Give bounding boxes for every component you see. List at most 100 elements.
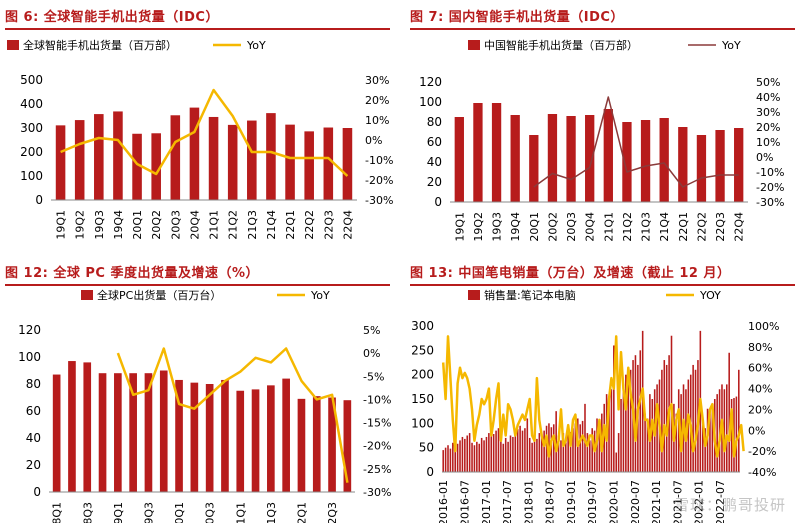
bar	[564, 437, 567, 472]
bar	[502, 443, 505, 472]
x-tick-label: 22Q3	[714, 212, 727, 242]
x-tick-label: 19Q4	[509, 212, 522, 242]
y-left-tick-label: 100	[18, 350, 41, 364]
y-left-tick-label: 40	[26, 431, 41, 445]
x-tick-label: 20Q3	[169, 210, 182, 240]
bar	[569, 432, 572, 472]
y-right-tick-label: 40%	[756, 91, 780, 104]
x-tick-label: 21Q1	[602, 212, 615, 242]
chart-svg: 销售量:笔记本电脑 YOY 0 50 100 150 200 250 300 -40% -20% 0%…	[411, 288, 779, 523]
bar	[459, 440, 461, 472]
y-left-tick-label: 0	[426, 465, 434, 479]
bar	[236, 390, 245, 492]
legend-bar-swatch	[468, 40, 480, 50]
y-right-tick-label: 60%	[748, 362, 772, 375]
bar	[175, 379, 183, 492]
bar	[491, 103, 502, 202]
bar	[550, 427, 553, 472]
bar	[461, 436, 464, 472]
y-left-tick-label: 120	[18, 323, 41, 337]
chart-svg: 全球智能手机出货量（百万部） YoY 0 100 200 300 400 500 -30% -20…	[7, 38, 393, 240]
bar	[610, 389, 613, 472]
bar	[555, 411, 557, 472]
bar	[323, 127, 334, 200]
bar	[504, 437, 507, 472]
bar	[516, 429, 519, 472]
x-tick-label: 21Q3	[246, 210, 259, 240]
x-tick-label: 20Q4	[584, 212, 597, 242]
bar	[113, 111, 123, 200]
x-tick-label: 19Q1	[453, 212, 466, 242]
bar	[734, 128, 744, 202]
bar	[651, 399, 654, 472]
bar	[304, 131, 314, 200]
bar	[661, 369, 663, 472]
bar	[598, 423, 601, 472]
bar	[94, 114, 104, 200]
x-tick-label: 21Q3	[640, 212, 653, 242]
x-tick-label: 21Q3	[265, 502, 278, 523]
y-right-tick-label: 0%	[363, 347, 380, 360]
legend-bar-swatch	[81, 290, 93, 300]
bar	[342, 128, 353, 200]
x-tick-label: 2022-01	[693, 480, 706, 523]
legend-bar-swatch	[7, 40, 19, 50]
y-right-tick-label: 0%	[756, 151, 773, 164]
bar	[473, 103, 483, 202]
yoy-line	[60, 88, 349, 177]
legend-bar-label: 销售量:笔记本电脑	[484, 288, 576, 302]
bar	[696, 135, 707, 202]
bar	[98, 373, 107, 492]
x-tick-label: 19Q1	[55, 210, 68, 240]
bar	[726, 384, 728, 472]
bar	[454, 117, 464, 202]
y-right-tick-label: 10%	[365, 114, 389, 127]
x-tick-label: 21Q1	[208, 210, 221, 240]
bar	[738, 369, 740, 472]
bar	[603, 109, 613, 202]
watermark-text: 雪球：鹏哥投研	[673, 496, 786, 514]
y-right-tick-label: -40%	[748, 466, 776, 479]
y-right-tick-label: 20%	[365, 94, 389, 107]
title-divider	[5, 28, 390, 30]
title-divider	[410, 284, 795, 286]
y-left-tick-label: 80	[427, 115, 442, 129]
x-tick-label: 21Q4	[658, 212, 671, 242]
bar	[620, 399, 622, 472]
bar	[646, 418, 649, 472]
bar	[476, 441, 478, 472]
bar	[692, 364, 694, 472]
bar	[639, 350, 642, 472]
bar	[547, 114, 558, 202]
y-right-tick-label: 50%	[756, 76, 780, 89]
x-tick-label: 20Q2	[546, 212, 559, 242]
legend-bar-label: 全球智能手机出货量（百万部）	[23, 38, 177, 52]
bar	[205, 384, 214, 492]
x-tick-label: 2016-07	[458, 480, 471, 523]
x-tick-label: 18Q1	[51, 502, 64, 523]
x-tick-label: 21Q2	[621, 212, 634, 242]
bar	[208, 116, 219, 200]
bar	[473, 445, 476, 472]
bar	[492, 434, 495, 472]
x-tick-label: 2020-01	[607, 480, 620, 523]
x-tick-label: 18Q3	[81, 502, 94, 523]
y-left-tick-label: 400	[20, 97, 43, 111]
bar	[468, 433, 471, 472]
y-left-tick-label: 200	[411, 368, 434, 382]
y-left-tick-label: 300	[20, 121, 43, 135]
bar	[665, 364, 668, 472]
bar	[625, 374, 627, 472]
x-tick-label: 20Q4	[188, 210, 201, 240]
bar	[500, 440, 502, 472]
bar	[644, 413, 646, 472]
x-tick-label: 2021-07	[671, 480, 684, 523]
y-right-tick-label: 30%	[756, 106, 780, 119]
bar	[528, 437, 531, 472]
bar	[716, 394, 718, 472]
bar	[452, 442, 454, 472]
bar	[454, 446, 456, 472]
y-right-tick-label: 80%	[748, 341, 772, 354]
y-left-tick-label: 20	[427, 175, 442, 189]
bar	[114, 373, 122, 492]
